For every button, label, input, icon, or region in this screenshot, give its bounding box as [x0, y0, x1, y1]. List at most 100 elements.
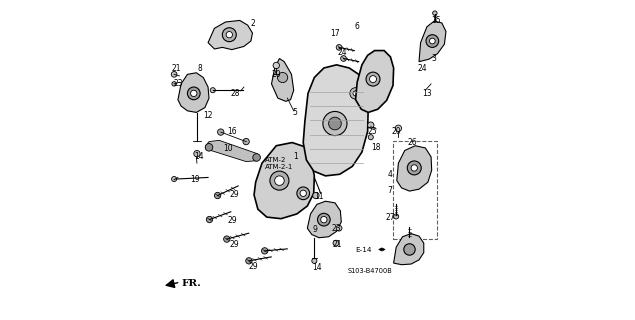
Text: 8: 8	[197, 63, 203, 73]
Text: 26: 26	[408, 138, 417, 147]
Circle shape	[328, 117, 341, 130]
Text: 11: 11	[314, 192, 324, 201]
Circle shape	[426, 35, 439, 47]
Circle shape	[366, 72, 380, 86]
Text: 29: 29	[230, 240, 239, 249]
Circle shape	[171, 177, 177, 181]
Text: 19: 19	[190, 174, 200, 184]
Polygon shape	[378, 248, 385, 251]
Circle shape	[190, 90, 197, 97]
Circle shape	[205, 143, 213, 151]
Text: 23: 23	[331, 224, 341, 233]
Text: 14: 14	[194, 152, 203, 161]
Circle shape	[275, 176, 284, 185]
Polygon shape	[272, 59, 294, 101]
Polygon shape	[419, 21, 446, 62]
Text: 1: 1	[293, 152, 298, 161]
Text: E-14: E-14	[355, 247, 371, 253]
Text: 10: 10	[224, 144, 233, 153]
Text: 5: 5	[293, 108, 298, 117]
Polygon shape	[178, 73, 209, 112]
Text: 25: 25	[367, 127, 377, 136]
Text: 29: 29	[249, 262, 258, 271]
Text: 29: 29	[230, 190, 239, 199]
Text: 20: 20	[271, 70, 281, 79]
Text: 23: 23	[173, 79, 183, 88]
Text: 28: 28	[231, 89, 240, 98]
Text: 7: 7	[387, 186, 392, 195]
Text: 6: 6	[355, 22, 359, 31]
Text: 29: 29	[227, 216, 237, 225]
Circle shape	[323, 111, 347, 136]
Circle shape	[395, 125, 401, 132]
Circle shape	[218, 129, 224, 135]
Circle shape	[172, 82, 177, 86]
Text: 15: 15	[432, 16, 441, 25]
Polygon shape	[356, 51, 394, 112]
Circle shape	[194, 150, 200, 157]
Circle shape	[226, 32, 232, 38]
Circle shape	[336, 44, 342, 50]
Polygon shape	[394, 234, 424, 265]
Circle shape	[210, 88, 215, 93]
Circle shape	[353, 91, 358, 96]
Circle shape	[224, 236, 230, 242]
Text: 21: 21	[171, 63, 181, 73]
Polygon shape	[397, 146, 432, 191]
Circle shape	[222, 28, 236, 42]
Circle shape	[340, 56, 346, 61]
Circle shape	[270, 171, 289, 190]
Circle shape	[429, 38, 435, 44]
Circle shape	[404, 244, 415, 255]
Polygon shape	[206, 140, 260, 162]
Circle shape	[312, 258, 317, 263]
Polygon shape	[208, 20, 253, 50]
Text: ATM-2
ATM-2-1: ATM-2 ATM-2-1	[265, 157, 293, 170]
Circle shape	[277, 72, 288, 83]
Text: 2: 2	[250, 19, 255, 28]
Circle shape	[321, 216, 327, 223]
Circle shape	[215, 192, 221, 199]
Polygon shape	[304, 65, 368, 176]
Circle shape	[370, 76, 377, 83]
Circle shape	[318, 213, 330, 226]
Text: 9: 9	[313, 225, 318, 234]
Text: 18: 18	[371, 143, 380, 152]
Circle shape	[246, 258, 252, 264]
Circle shape	[262, 248, 268, 254]
Circle shape	[253, 154, 260, 161]
Text: 20: 20	[392, 127, 401, 136]
Polygon shape	[254, 142, 314, 219]
Text: 4: 4	[387, 170, 392, 179]
Text: 17: 17	[330, 28, 340, 38]
FancyArrowPatch shape	[166, 280, 178, 287]
Circle shape	[187, 87, 200, 100]
Circle shape	[350, 88, 361, 99]
Polygon shape	[272, 162, 278, 165]
Text: 13: 13	[422, 89, 432, 98]
Circle shape	[394, 214, 399, 219]
Text: 16: 16	[227, 127, 237, 136]
Circle shape	[411, 165, 417, 171]
Circle shape	[333, 240, 338, 246]
Circle shape	[206, 216, 213, 223]
Text: 24: 24	[417, 63, 427, 73]
Circle shape	[171, 71, 177, 77]
Text: 12: 12	[203, 111, 213, 120]
Text: S103-B4700B: S103-B4700B	[347, 268, 392, 274]
Circle shape	[336, 225, 342, 231]
Text: 24: 24	[337, 48, 347, 57]
Polygon shape	[307, 201, 341, 238]
Circle shape	[432, 11, 437, 15]
Circle shape	[368, 122, 374, 128]
Circle shape	[243, 139, 250, 145]
Circle shape	[297, 187, 310, 200]
Circle shape	[273, 62, 279, 69]
Text: 21: 21	[333, 240, 342, 249]
Bar	[393, 141, 437, 239]
Text: 14: 14	[312, 263, 323, 272]
Text: FR.: FR.	[182, 279, 201, 288]
Text: 3: 3	[432, 54, 436, 63]
Text: 27: 27	[385, 212, 394, 222]
Circle shape	[300, 190, 307, 196]
